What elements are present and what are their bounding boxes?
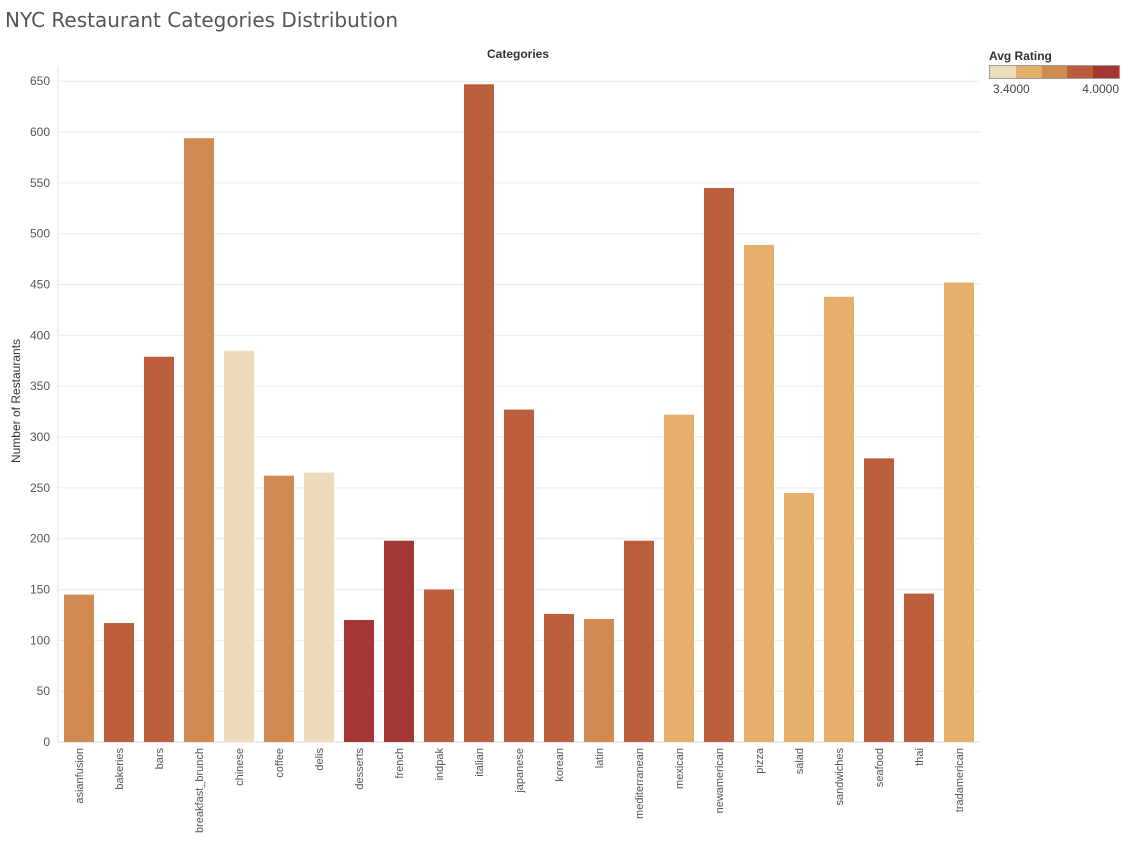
y-axis-ticks: 0 50 100 150 200 250 300 350 400 450 500 550 600 650 (30, 74, 50, 749)
bar-mediterranean (624, 540, 654, 742)
bar-pizza (744, 244, 774, 742)
y-tick-label: 350 (30, 379, 50, 393)
y-tick-label: 150 (30, 583, 50, 597)
bar-sandwiches (824, 296, 854, 742)
bar-bakeries (104, 623, 134, 742)
y-axis-title: Number of Restaurants (9, 339, 23, 463)
page-title: NYC Restaurant Categories Distribution (5, 8, 399, 32)
bar-japanese (504, 409, 534, 742)
legend-color-ramp (989, 65, 1120, 79)
x-tick-label: chinese (234, 748, 246, 786)
x-tick-label: tradamerican (954, 748, 966, 812)
bar-tradamerican (944, 282, 974, 742)
bar-asianfusion (64, 594, 94, 742)
x-tick-label: mediterranean (634, 748, 646, 819)
y-tick-label: 250 (30, 481, 50, 495)
x-tick-label: asianfusion (74, 748, 86, 804)
bar-latin (584, 618, 614, 742)
legend-swatch (1041, 66, 1068, 78)
x-tick-label: bakeries (114, 748, 126, 790)
bar-delis (304, 472, 334, 742)
y-tick-label: 0 (43, 735, 50, 749)
legend-title: Avg Rating (989, 49, 1052, 63)
x-tick-label: newamerican (714, 748, 726, 813)
x-axis-ticks: asianfusion bakeries bars breakfast_brunch c… (74, 747, 966, 833)
x-tick-label: latin (594, 748, 606, 768)
legend-labels: 3.4000 4.0000 (989, 82, 1120, 98)
bar-mexican (664, 414, 694, 742)
bar-bars (144, 356, 174, 742)
legend-swatch (1067, 66, 1094, 78)
bar-coffee (264, 475, 294, 742)
x-tick-label: sandwiches (834, 748, 846, 806)
y-tick-label: 200 (30, 532, 50, 546)
legend-min-label: 3.4000 (993, 82, 1030, 96)
color-legend: Avg Rating 3.4000 4.0000 (989, 49, 1129, 98)
bar-korean (544, 613, 574, 742)
bar-thai (904, 593, 934, 742)
x-tick-label: pizza (754, 747, 766, 774)
y-tick-label: 650 (30, 74, 50, 88)
x-tick-label: korean (554, 748, 566, 782)
legend-swatch (1015, 66, 1042, 78)
y-tick-label: 550 (30, 176, 50, 190)
x-axis-title: Categories (487, 47, 549, 61)
x-tick-label: mexican (674, 748, 686, 789)
bar-indpak (424, 589, 454, 742)
x-tick-label: delis (314, 748, 326, 771)
x-tick-label: salad (794, 748, 806, 774)
bar-breakfast_brunch (184, 138, 214, 742)
bars (64, 84, 974, 743)
x-tick-label: italian (474, 748, 486, 777)
x-tick-label: french (394, 748, 406, 779)
y-tick-label: 450 (30, 278, 50, 292)
y-tick-label: 400 (30, 328, 50, 342)
y-tick-label: 50 (37, 684, 51, 698)
bar-desserts (344, 620, 374, 742)
legend-swatch (990, 66, 1016, 78)
bar-italian (464, 84, 494, 743)
bar-newamerican (704, 187, 734, 742)
legend-max-label: 4.0000 (1082, 82, 1119, 96)
x-tick-label: desserts (354, 748, 366, 790)
x-tick-label: thai (914, 748, 926, 766)
y-tick-label: 100 (30, 633, 50, 647)
bar-french (384, 540, 414, 742)
x-tick-label: breakfast_brunch (194, 748, 206, 833)
legend-swatch (1093, 66, 1119, 78)
y-tick-label: 600 (30, 125, 50, 139)
bar-salad (784, 492, 814, 742)
x-tick-label: japanese (514, 748, 526, 794)
y-tick-label: 300 (30, 430, 50, 444)
y-tick-label: 500 (30, 227, 50, 241)
bar-seafood (864, 458, 894, 742)
bar-chinese (224, 350, 254, 742)
x-tick-label: bars (154, 748, 166, 770)
x-tick-label: coffee (274, 748, 286, 778)
x-tick-label: seafood (874, 748, 886, 787)
x-tick-label: indpak (434, 748, 446, 781)
